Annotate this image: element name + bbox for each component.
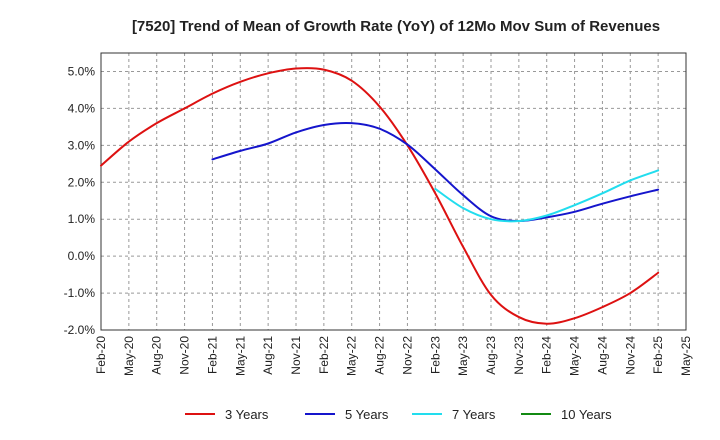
y-tick-label: 4.0% [68,101,96,115]
plot-frame [100,52,687,331]
legend-label-3-years: 3 Years [225,407,269,422]
legend: 3 Years 5 Years 7 Years 10 Years [185,407,612,422]
x-tick-label: Feb-25 [651,336,665,374]
x-tick-label: Feb-21 [205,336,219,374]
legend-label-5-years: 5 Years [345,407,389,422]
x-tick-label: Feb-22 [317,336,331,374]
x-tick-label: May-24 [568,336,582,376]
legend-label-10-years: 10 Years [561,407,612,422]
x-tick-label: Nov-20 [178,336,192,375]
x-tick-label: Feb-24 [540,336,554,374]
x-tick-label: May-25 [679,336,693,376]
legend-label-7-years: 7 Years [452,407,496,422]
x-tick-label: Feb-23 [428,336,442,374]
y-tick-label: 3.0% [68,138,96,152]
y-tick-label: 2.0% [68,175,96,189]
x-tick-label: May-21 [233,336,247,376]
chart-title: [7520] Trend of Mean of Growth Rate (YoY… [132,18,660,35]
y-tick-label: 5.0% [68,64,96,78]
x-tick-label: May-23 [456,336,470,376]
plot-area: 5.0% 4.0% 3.0% 2.0% 1.0% 0.0% -1.0% -2.0%Feb-20… [64,52,693,376]
x-tick-label: May-20 [122,336,136,376]
x-tick-label: May-22 [345,336,359,376]
plot-background [101,53,686,330]
x-tick-label: Aug-24 [595,336,609,375]
x-tick-label: Aug-21 [261,336,275,375]
series-line-7-years [434,169,660,223]
x-tick-label: Nov-23 [512,336,526,375]
x-tick-label: Aug-22 [373,336,387,375]
x-tick-label: Aug-23 [484,336,498,375]
y-tick-label: -1.0% [64,286,96,300]
x-tick-label: Feb-20 [94,336,108,374]
y-tick-label: 0.0% [68,249,96,263]
y-tick-label: -2.0% [64,323,96,337]
x-tick-label: Nov-24 [623,336,637,375]
y-tick-label: 1.0% [68,212,96,226]
x-tick-label: Aug-20 [150,336,164,375]
x-tick-label: Nov-22 [400,336,414,375]
x-tick-label: Nov-21 [289,336,303,375]
series-line-3-years [100,67,660,325]
series-line-5-years [211,121,660,223]
